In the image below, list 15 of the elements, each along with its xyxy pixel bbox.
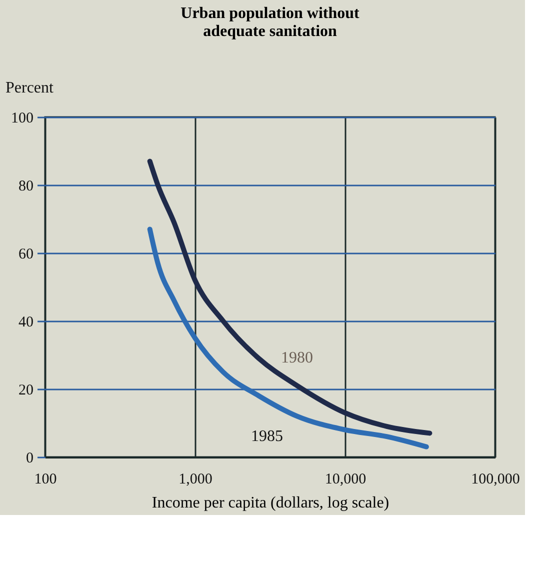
x-tick-label: 100 <box>34 472 57 488</box>
y-tick-label: 80 <box>18 178 34 194</box>
y-tick-label: 100 <box>11 110 34 126</box>
series-label: 1980 <box>281 350 314 367</box>
x-tick-label: 1,000 <box>178 472 212 488</box>
chart-title: Urban population without adequate sanitation <box>180 5 360 40</box>
y-axis-title: Percent <box>6 80 54 96</box>
x-tick-label: 100,000 <box>471 472 520 488</box>
y-tick-label: 60 <box>18 246 34 262</box>
x-axis-title: Income per capita (dollars, log scale) <box>152 494 390 512</box>
x-tick-label: 10,000 <box>324 472 366 488</box>
y-tick-label: 0 <box>26 450 34 466</box>
series-label: 1985 <box>251 428 284 446</box>
y-tick-label: 20 <box>18 382 34 398</box>
y-tick-label: 40 <box>18 314 34 330</box>
